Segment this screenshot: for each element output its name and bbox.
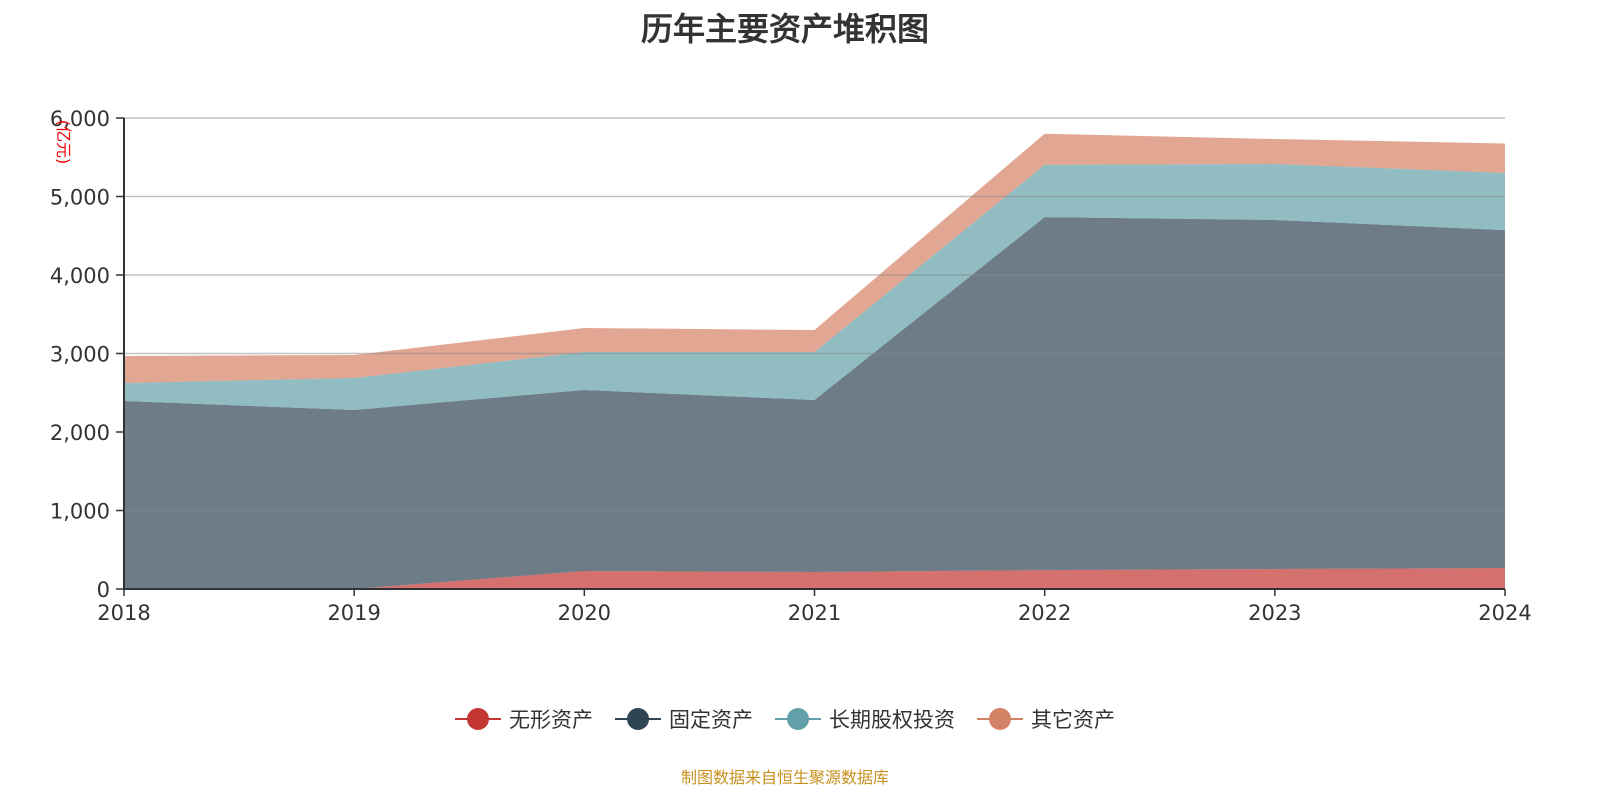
- legend-item[interactable]: 长期股权投资: [775, 704, 955, 734]
- legend-marker-icon: [615, 707, 661, 731]
- legend-item[interactable]: 固定资产: [615, 704, 753, 734]
- legend-marker-icon: [977, 707, 1023, 731]
- legend-label: 其它资产: [1031, 708, 1115, 732]
- area-series-1: [124, 217, 1505, 589]
- y-tick-label: 4,000: [50, 264, 110, 288]
- y-tick-label: 6,000: [50, 107, 110, 131]
- legend-label: 无形资产: [509, 708, 593, 732]
- legend-marker-icon: [775, 707, 821, 731]
- y-tick-label: 0: [97, 578, 110, 602]
- legend-item[interactable]: 其它资产: [977, 704, 1115, 734]
- y-axis-label: (亿元): [54, 120, 73, 165]
- y-tick-label: 3,000: [50, 343, 110, 367]
- source-note: 制图数据来自恒生聚源数据库: [680, 768, 889, 787]
- x-tick-label: 2021: [788, 601, 841, 625]
- x-tick-label: 2023: [1248, 601, 1301, 625]
- legend-label: 长期股权投资: [829, 708, 955, 732]
- y-tick-label: 2,000: [50, 421, 110, 445]
- area-series-0: [124, 568, 1505, 589]
- x-tick-label: 2020: [558, 601, 611, 625]
- y-tick-label: 1,000: [50, 500, 110, 524]
- x-tick-label: 2024: [1478, 601, 1531, 625]
- legend: 无形资产 固定资产 长期股权投资 其它资产: [0, 704, 1570, 734]
- chart-title: 历年主要资产堆积图: [640, 10, 929, 48]
- x-tick-label: 2022: [1018, 601, 1071, 625]
- area-series-3: [124, 133, 1505, 384]
- x-tick-label: 2018: [97, 601, 150, 625]
- x-tick-label: 2019: [327, 601, 380, 625]
- legend-item[interactable]: 无形资产: [455, 704, 593, 734]
- area-series-2: [124, 164, 1505, 411]
- y-tick-label: 5,000: [50, 186, 110, 210]
- legend-marker-icon: [455, 707, 501, 731]
- legend-label: 固定资产: [669, 708, 753, 732]
